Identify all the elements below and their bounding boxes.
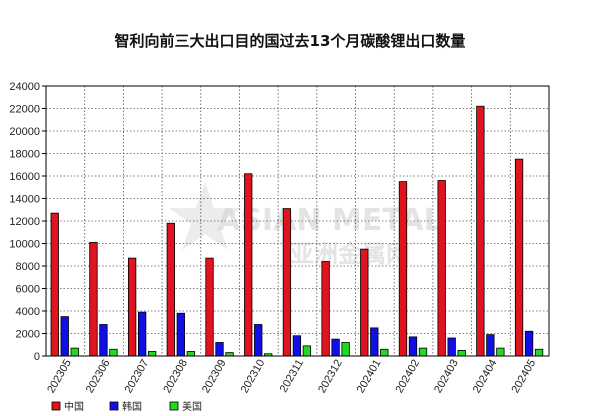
bar-中国-202308 <box>166 222 175 357</box>
x-axis-ticks: 202305 202306 202307 202308 202309 202310 2023… <box>45 358 538 396</box>
legend-label: 韩国 <box>122 400 142 413</box>
x-tick-label: 202310 <box>239 358 268 396</box>
bar-中国-202309 <box>205 257 214 357</box>
legend-swatch <box>109 401 119 411</box>
y-tick-label: 8000 <box>16 261 40 273</box>
x-tick-label: 202307 <box>123 358 152 396</box>
y-tick-label: 14000 <box>9 194 40 206</box>
bar-韩国-202305 <box>60 316 69 357</box>
bar-美国-202404 <box>496 347 505 357</box>
bar-中国-202305 <box>50 212 59 357</box>
gridlines <box>46 85 549 356</box>
y-tick-label: 12000 <box>9 216 40 228</box>
bar-中国-202306 <box>89 241 98 357</box>
y-tick-label: 18000 <box>9 149 40 161</box>
x-tick-label: 202305 <box>45 358 74 396</box>
y-tick-label: 2000 <box>16 329 40 341</box>
bar-美国-202401 <box>380 348 389 357</box>
bar-中国-202402 <box>398 181 408 357</box>
y-axis-ticks: 0 2000 4000 6000 8000 10000 12000 14000 16000 180… <box>9 81 46 363</box>
y-tick-label: 22000 <box>9 104 40 116</box>
bar-中国-202404 <box>476 105 485 357</box>
chart-title: 智利向前三大出口目的国过去13个月碳酸锂出口数量 <box>115 32 466 50</box>
bar-美国-202309 <box>225 352 234 357</box>
y-tick-label: 0 <box>34 351 40 363</box>
y-tick-label: 20000 <box>9 126 40 138</box>
y-tick-label: 6000 <box>16 284 40 296</box>
bar-中国-202310 <box>244 173 253 357</box>
legend-swatch <box>51 401 61 411</box>
x-tick-label: 202306 <box>84 358 113 396</box>
bar-中国-202307 <box>127 257 137 357</box>
bar-韩国-202402 <box>408 336 418 357</box>
legend: 中国 韩国 美国 <box>51 400 202 413</box>
bar-美国-202311 <box>302 345 312 357</box>
bar-中国-202401 <box>360 248 369 357</box>
watermark-logo-icon <box>169 182 241 250</box>
legend-label: 中国 <box>64 400 84 413</box>
x-tick-label: 202308 <box>161 358 190 396</box>
bars <box>50 105 544 357</box>
bar-韩国-202312 <box>331 338 340 357</box>
bar-中国-202311 <box>282 208 292 357</box>
x-tick-label: 202404 <box>471 358 500 396</box>
x-tick-label: 202311 <box>278 358 306 395</box>
bar-美国-202403 <box>457 349 466 357</box>
bar-韩国-202310 <box>254 324 263 357</box>
bar-美国-202306 <box>109 348 118 357</box>
bar-韩国-202403 <box>447 337 456 357</box>
x-tick-label: 202401 <box>355 358 384 396</box>
y-tick-label: 10000 <box>9 239 40 251</box>
bar-美国-202402 <box>418 347 428 357</box>
x-tick-label: 202405 <box>510 358 539 396</box>
bar-韩国-202401 <box>370 327 379 357</box>
bar-美国-202305 <box>70 347 79 357</box>
bar-韩国-202308 <box>176 312 185 357</box>
watermark-sub-text: 亚洲金属网 <box>290 240 410 268</box>
bar-中国-202312 <box>321 261 330 357</box>
x-tick-label: 202309 <box>200 358 229 396</box>
bar-韩国-202306 <box>99 324 108 357</box>
y-tick-label: 4000 <box>16 306 40 318</box>
bar-美国-202312 <box>341 342 350 357</box>
bar-韩国-202405 <box>524 330 534 357</box>
bar-中国-202405 <box>514 158 524 357</box>
bar-韩国-202311 <box>292 335 302 357</box>
x-tick-label: 202403 <box>432 358 461 396</box>
y-tick-label: 24000 <box>9 81 40 93</box>
bar-韩国-202309 <box>215 342 224 357</box>
legend-label: 美国 <box>182 400 202 413</box>
bar-韩国-202307 <box>137 311 147 357</box>
x-tick-label: 202402 <box>393 358 422 396</box>
bar-韩国-202404 <box>486 334 495 357</box>
bar-美国-202308 <box>186 351 195 357</box>
x-tick-label: 202312 <box>316 358 345 396</box>
bar-美国-202307 <box>147 351 157 357</box>
legend-swatch <box>169 401 179 411</box>
bar-美国-202405 <box>534 348 544 357</box>
y-tick-label: 16000 <box>9 171 40 183</box>
bar-中国-202403 <box>437 180 446 357</box>
